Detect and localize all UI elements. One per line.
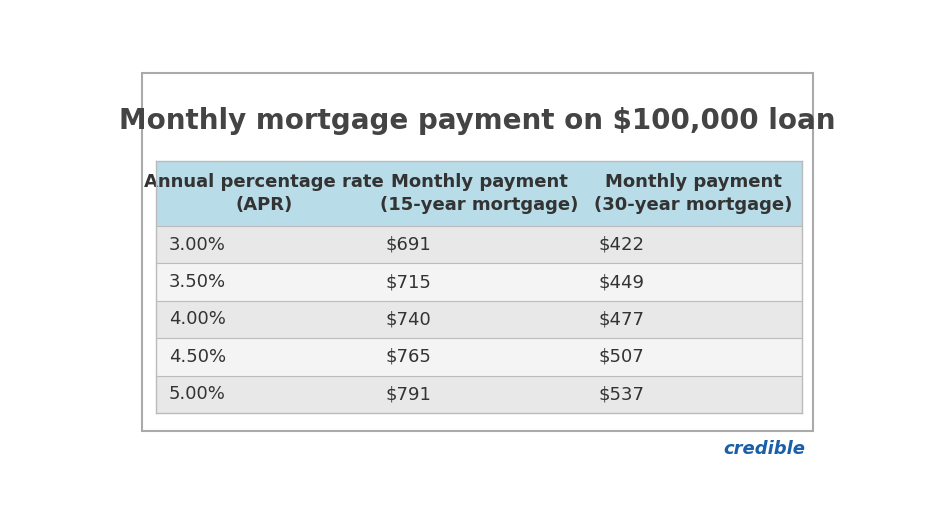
Text: $422: $422 bbox=[599, 235, 644, 254]
Text: 5.00%: 5.00% bbox=[169, 385, 226, 403]
Text: $765: $765 bbox=[385, 348, 431, 366]
Text: $740: $740 bbox=[385, 311, 431, 328]
Text: $791: $791 bbox=[385, 385, 431, 403]
Text: Monthly payment
(30-year mortgage): Monthly payment (30-year mortgage) bbox=[595, 173, 793, 214]
Text: $537: $537 bbox=[599, 385, 644, 403]
Text: $449: $449 bbox=[599, 273, 644, 291]
Bar bbox=[142, 73, 813, 431]
Text: $477: $477 bbox=[599, 311, 644, 328]
Text: Monthly payment
(15-year mortgage): Monthly payment (15-year mortgage) bbox=[380, 173, 578, 214]
Text: 3.00%: 3.00% bbox=[169, 235, 226, 254]
Text: 4.00%: 4.00% bbox=[169, 311, 226, 328]
Text: $715: $715 bbox=[385, 273, 431, 291]
Bar bbox=[156, 301, 802, 338]
Text: 4.50%: 4.50% bbox=[169, 348, 226, 366]
Text: $691: $691 bbox=[385, 235, 431, 254]
Bar bbox=[156, 162, 802, 413]
Bar bbox=[156, 226, 802, 263]
Text: Annual percentage rate
(APR): Annual percentage rate (APR) bbox=[144, 173, 385, 214]
Text: 3.50%: 3.50% bbox=[169, 273, 226, 291]
Bar bbox=[156, 376, 802, 413]
Text: Monthly mortgage payment on $100,000 loan: Monthly mortgage payment on $100,000 loa… bbox=[119, 107, 835, 135]
Bar bbox=[156, 263, 802, 301]
Text: credible: credible bbox=[723, 439, 805, 458]
Bar bbox=[156, 162, 802, 226]
Bar bbox=[156, 338, 802, 376]
Text: $507: $507 bbox=[599, 348, 644, 366]
